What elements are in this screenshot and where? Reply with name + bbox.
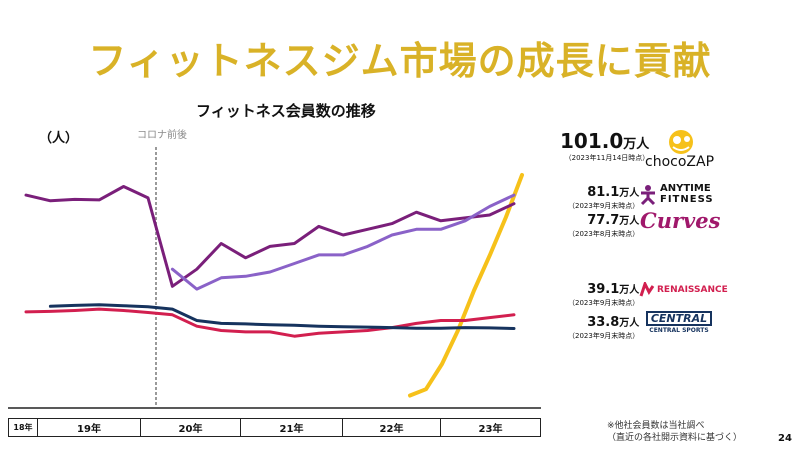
x-tick-label: 22年 [343, 418, 441, 437]
legend-central: 33.8万人 （2023年9月末時点） [568, 313, 639, 341]
series-line-curves [170, 193, 516, 291]
curves-logo: Curves [640, 208, 721, 233]
chocozap-wordmark: chocoZAP [645, 154, 715, 170]
legend-anytime: 81.1万人 （2023年9月末時点） [568, 183, 639, 211]
y-axis-unit: （人） [39, 131, 79, 146]
x-tick-label: 18年 [8, 418, 38, 437]
series-line-anytime-fitness [24, 185, 516, 288]
legend-value: 81.1 [587, 185, 620, 200]
anytime-line2: FITNESS [660, 193, 714, 205]
legend-unit: 万人 [619, 188, 640, 199]
legend-value: 33.8 [587, 315, 620, 330]
legend-unit: 万人 [619, 318, 640, 329]
legend-unit: 万人 [619, 216, 640, 227]
chocozap-logo: chocoZAP [643, 127, 723, 171]
anytime-wordmark: ANYTIME FITNESS [660, 183, 714, 205]
central-sports-subtitle: CENTRAL SPORTS [649, 327, 709, 334]
chart-title: フィットネス会員数の推移 [196, 102, 376, 120]
central-wordmark: CENTRAL [646, 311, 712, 326]
legend-renaissance: 39.1万人 （2023年9月末時点） [568, 280, 639, 308]
legend-note: （2023年8月末時点） [568, 230, 640, 238]
legend-curves: 77.7万人 （2023年8月末時点） [568, 211, 639, 239]
legend-note: （2023年9月末時点） [568, 299, 640, 307]
renaissance-mark-icon [639, 282, 655, 297]
legend-value: 101.0 [560, 129, 624, 153]
anytime-line1: ANYTIME [660, 183, 711, 194]
legend-unit: 万人 [619, 285, 640, 296]
footnote-line2: （直近の各社開示資料に基づく） [607, 433, 743, 444]
chocozap-mascot-icon [669, 130, 693, 154]
footnote-line1: ※他社会員数は当社調べ [607, 421, 705, 431]
series-line-renaissance [24, 307, 516, 338]
series-line-central-sports [48, 303, 516, 330]
series-line-chocozap [408, 173, 524, 398]
legend-note: （2023年11月14日時点） [564, 154, 650, 162]
x-tick-label: 21年 [241, 418, 343, 437]
slide-title: フィットネスジム市場の成長に貢献 [88, 39, 712, 83]
x-tick-label: 23年 [441, 418, 541, 437]
x-tick-label: 19年 [38, 418, 141, 437]
x-axis-periods: 18年 19年 20年 21年 22年 23年 [8, 418, 541, 437]
covid-annotation: コロナ前後 [137, 130, 187, 141]
page-number: 24 [778, 433, 792, 444]
footnote: ※他社会員数は当社調べ （直近の各社開示資料に基づく） [607, 420, 742, 444]
legend-unit: 万人 [623, 137, 650, 152]
anytime-fitness-logo: ANYTIME FITNESS [638, 182, 718, 208]
running-man-icon [640, 185, 656, 206]
central-sports-logo: CENTRAL CENTRAL SPORTS [646, 311, 712, 337]
legend-note: （2023年9月末時点） [568, 332, 640, 340]
renaissance-wordmark: RENAISSANCE [657, 285, 728, 295]
legend-note: （2023年9月末時点） [568, 202, 640, 210]
legend-chocozap: 101.0万人 （2023年11月14日時点） [560, 131, 649, 163]
legend-value: 77.7 [587, 213, 620, 228]
renaissance-logo: RENAISSANCE [639, 282, 728, 300]
x-tick-label: 20年 [141, 418, 241, 437]
legend-value: 39.1 [587, 282, 620, 297]
